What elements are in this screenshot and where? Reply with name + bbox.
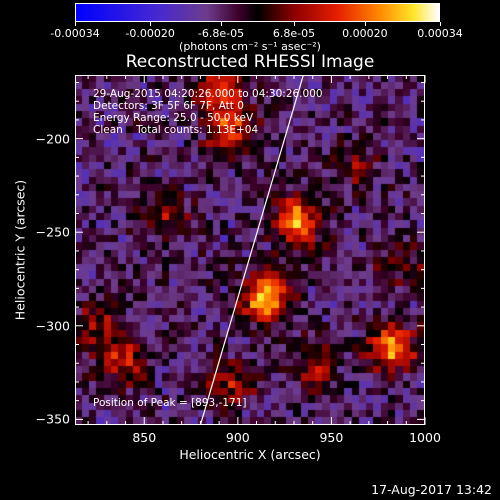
annotation-clean: Clean Total counts: 1.13E+04	[93, 124, 259, 136]
colorbar-tick	[294, 22, 295, 26]
colorbar-tick-label: -0.00034	[50, 27, 100, 40]
colorbar-tick	[75, 22, 76, 26]
colorbar-tick-label: -0.00020	[125, 27, 175, 40]
colorbar-tick	[221, 22, 222, 26]
colorbar-tick	[150, 22, 152, 26]
y-tick-label: −350	[35, 411, 70, 427]
colorbar-tick-label: 6.8e-05	[272, 27, 316, 40]
x-tick-label: 900	[225, 430, 250, 445]
colorbar-tick-label: 0.00034	[417, 27, 463, 40]
x-tick-label: 1000	[409, 430, 441, 445]
x-tick-label: 950	[319, 430, 344, 445]
solar-limb-overlay	[199, 75, 304, 425]
annotation-detectors: Detectors: 3F 5F 6F 7F, Att 0	[93, 100, 244, 112]
y-tick-label: −250	[35, 224, 70, 240]
solar-limb-line	[199, 75, 304, 425]
colorbar-tick	[440, 22, 441, 26]
annotation-peak-position: Position of Peak = [893,-171]	[93, 397, 247, 409]
y-tick-label: −200	[35, 131, 70, 147]
colorbar-tick-label: 0.00020	[342, 27, 388, 40]
colorbar-tick-label: -6.8e-05	[197, 27, 245, 40]
y-axis-label: Heliocentric Y (arcsec)	[12, 179, 28, 321]
x-tick-label: 850	[132, 430, 157, 445]
plot-title: Reconstructed RHESSI Image	[125, 52, 375, 72]
timestamp: 17-Aug-2017 13:42	[371, 482, 492, 497]
colorbar	[75, 3, 440, 22]
y-tick-label: −300	[35, 318, 70, 334]
colorbar-tick	[364, 22, 366, 26]
annotation-energy-range: Energy Range: 25.0 - 50.0 keV	[93, 112, 254, 124]
heatmap-image	[75, 75, 425, 425]
plot-area	[75, 75, 425, 425]
x-axis-label: Heliocentric X (arcsec)	[179, 447, 321, 462]
annotation-time-range: 29-Aug-2015 04:20:26.000 to 04:30:26.000	[93, 88, 323, 100]
colorbar-units: (photons cm⁻² s⁻¹ asec⁻²)	[179, 40, 321, 53]
